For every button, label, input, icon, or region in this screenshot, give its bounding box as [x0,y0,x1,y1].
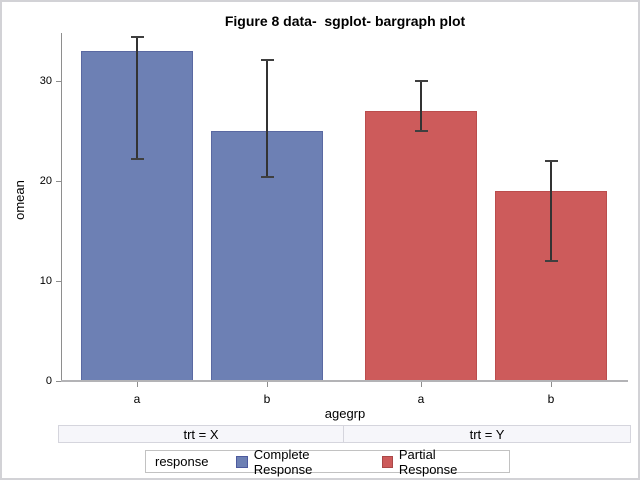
legend-label-complete-response: Complete Response [253,446,313,477]
x-tick [267,382,268,387]
x-tick-label: a [133,392,141,406]
x-tick-label: b [547,392,555,406]
y-axis-label: omean [12,180,27,220]
band-trt-y-label: trt = Y [469,426,505,442]
x-tick [421,382,422,387]
legend-item-complete-response: Complete Response [236,447,363,477]
x-tick-label: b [263,392,271,406]
error-bar-line [550,161,552,261]
y-tick [56,281,61,282]
complete-response-swatch-icon [236,455,248,468]
band-trt-x: trt = X [58,425,344,443]
x-axis-label: agegrp [324,406,366,421]
error-bar-line [266,60,268,177]
band-trt-y: trt = Y [343,425,631,443]
error-bar-cap-bottom [545,260,558,262]
x-tick [137,382,138,387]
band-trt-x-label: trt = X [183,426,219,442]
error-bar-cap-bottom [131,158,144,160]
y-tick-label: 10 [39,275,52,287]
error-bar-cap-top [415,80,428,82]
error-bar-cap-bottom [261,176,274,178]
legend: response Complete Response Partial Respo… [145,447,510,477]
bar-trtY-a [365,111,477,381]
partial-response-swatch-icon [381,455,393,468]
y-tick-label: 30 [39,75,52,87]
error-bar-cap-top [545,160,558,162]
y-tick-label: 0 [45,375,52,387]
chart-title: Figure 8 data- sgplot- bargraph plot [224,13,466,29]
y-tick [56,81,61,82]
x-tick [551,382,552,387]
y-tick [56,181,61,182]
error-bar-cap-bottom [415,130,428,132]
legend-label-partial-response: Partial Response [398,446,458,477]
y-tick [56,381,61,382]
y-axis-line [61,33,62,381]
legend-title: response [155,454,209,469]
x-tick-label: a [417,392,425,406]
error-bar-cap-top [131,36,144,38]
legend-item-partial-response: Partial Response [381,446,491,477]
error-bar-cap-top [261,59,274,61]
error-bar-line [420,81,422,131]
y-tick-label: 20 [39,175,52,187]
error-bar-line [136,37,138,159]
x-axis-baseline [61,380,628,382]
